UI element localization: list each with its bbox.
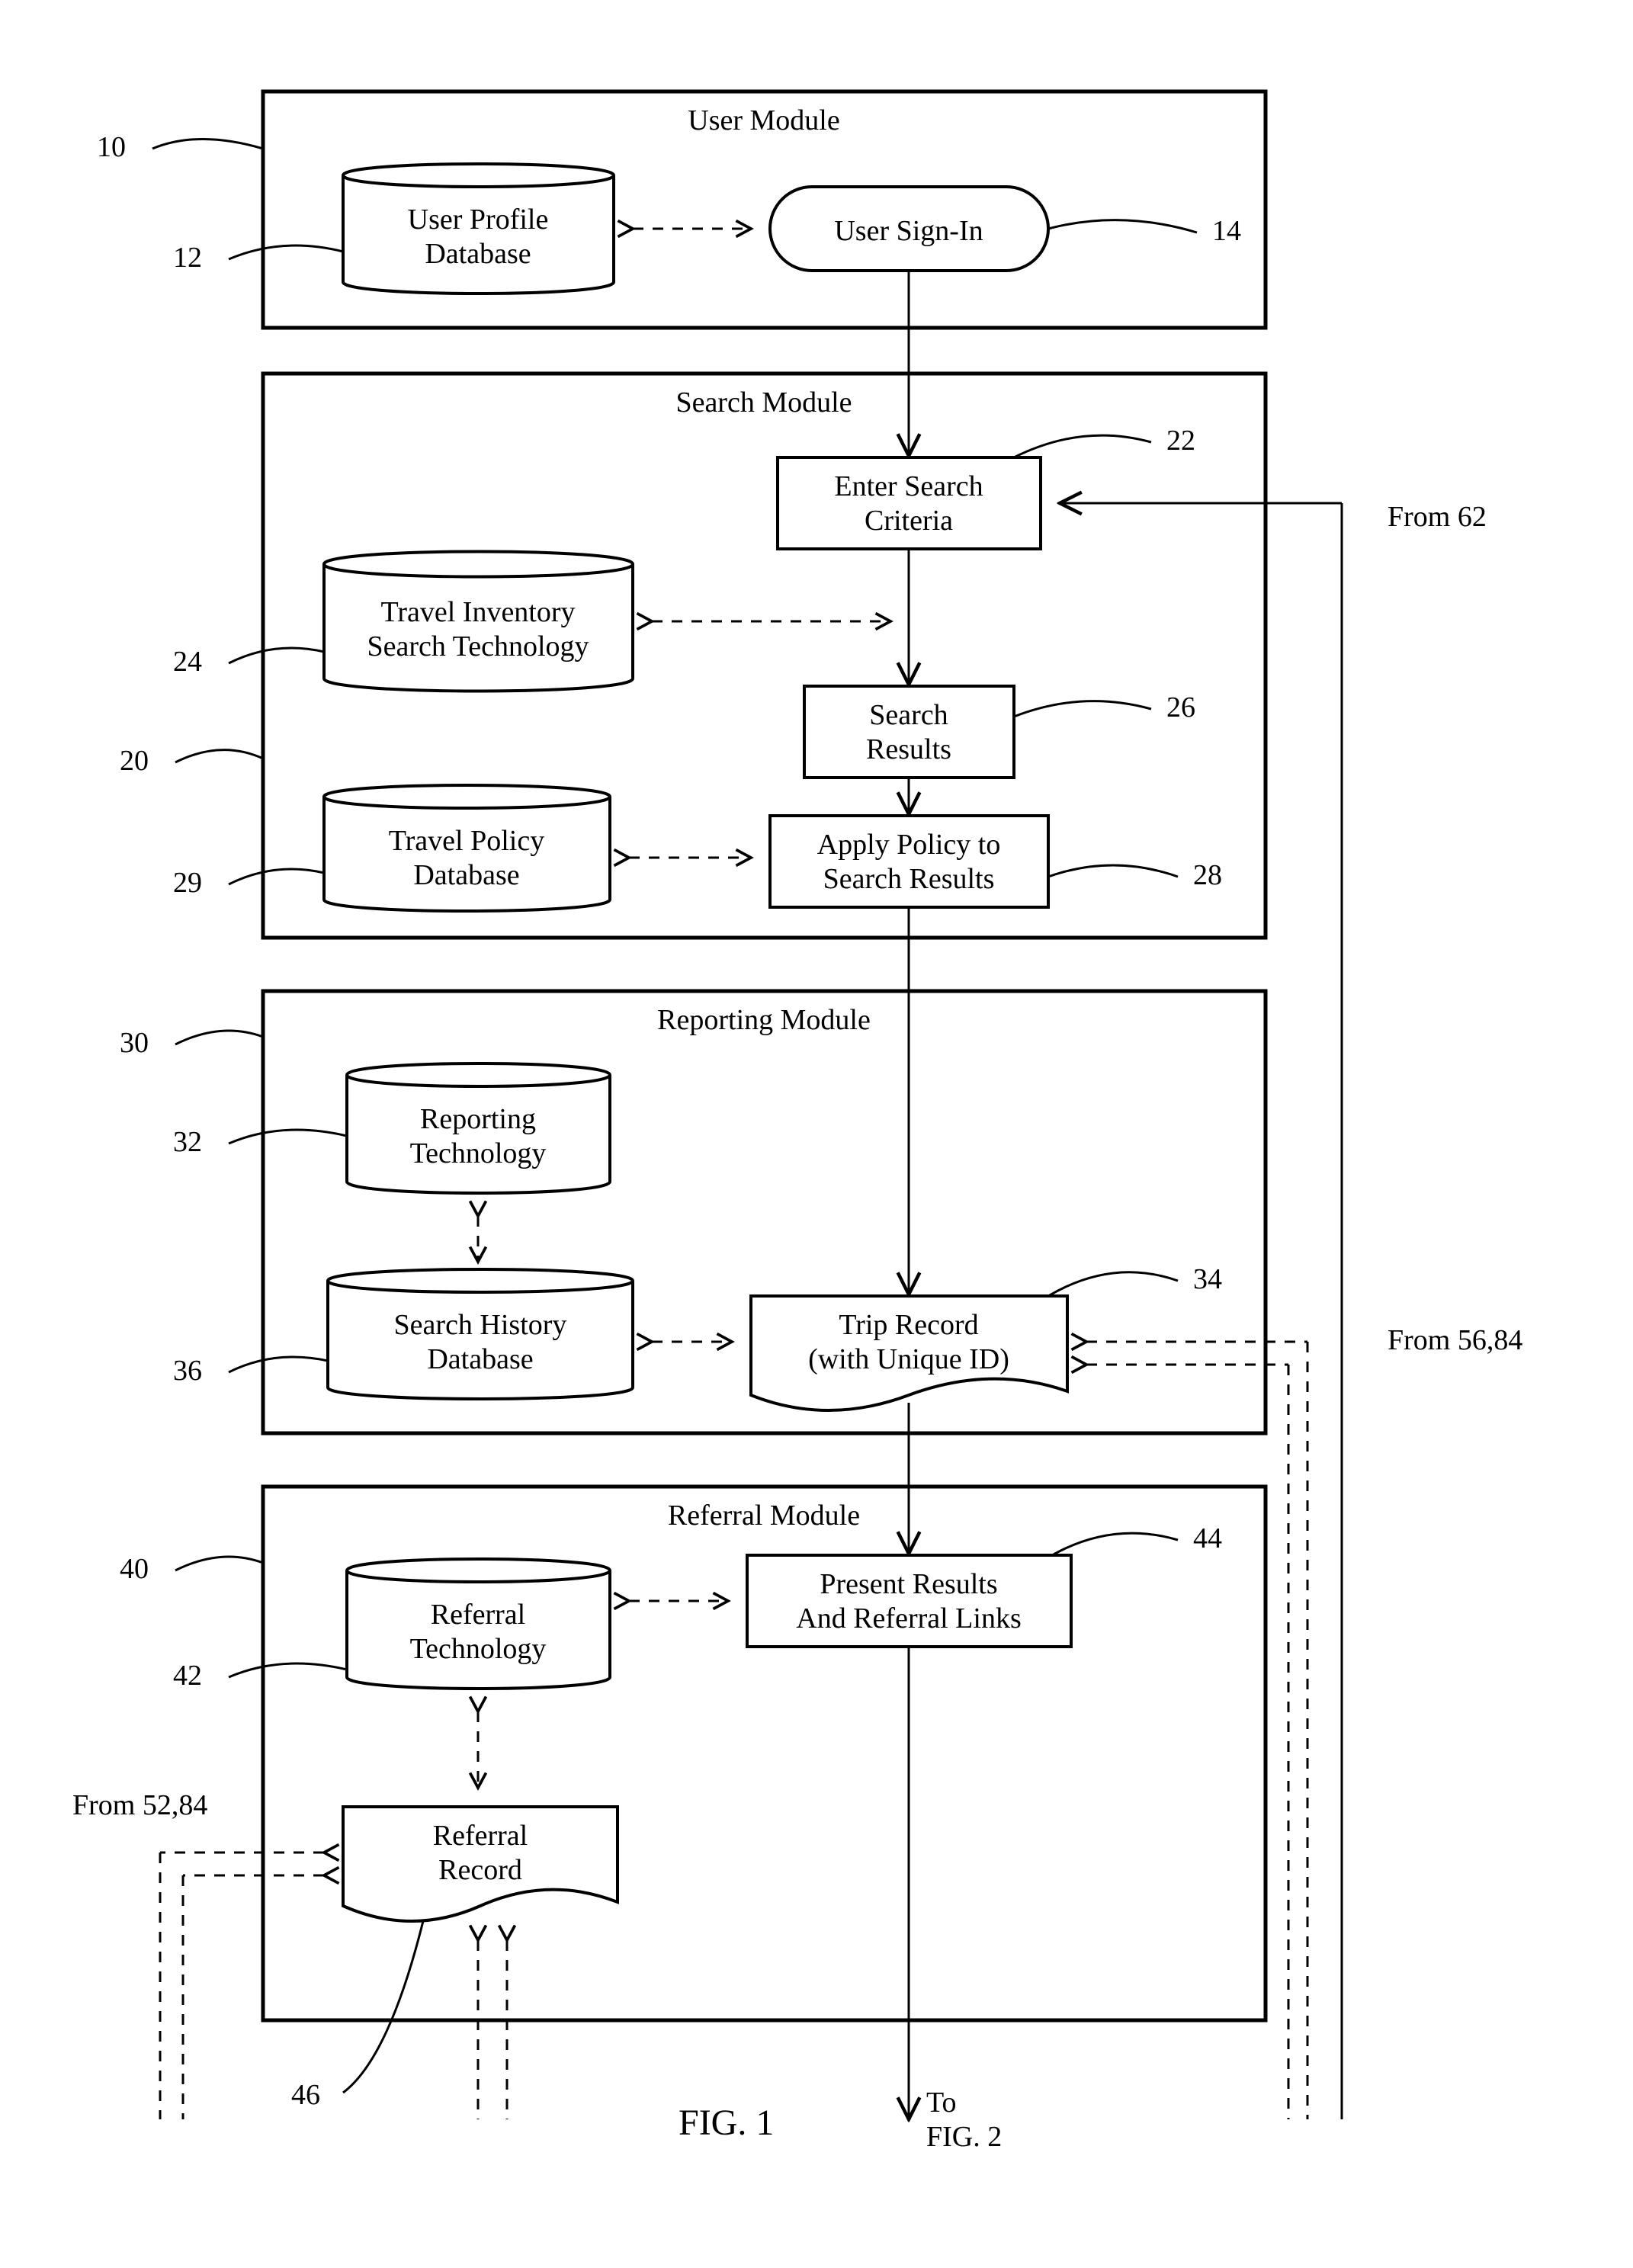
svg-text:And Referral Links: And Referral Links [796, 1602, 1021, 1634]
svg-text:Travel Inventory: Travel Inventory [380, 596, 575, 628]
lead-12: 12 [173, 242, 343, 274]
user-profile-db: User Profile Database [343, 164, 614, 294]
svg-text:40: 40 [120, 1553, 149, 1585]
svg-text:29: 29 [173, 867, 202, 899]
lead-34: 34 [1048, 1263, 1222, 1296]
referral-tech-db: Referral Technology [347, 1559, 610, 1689]
svg-text:Technology: Technology [410, 1137, 547, 1169]
travel-inventory-db: Travel Inventory Search Technology [324, 552, 633, 691]
travel-policy-db: Travel Policy Database [324, 785, 610, 911]
referral-module-title: Referral Module [668, 1500, 860, 1532]
from-62-path: From 62 [1060, 501, 1487, 2119]
from-5684-path: From 56,84 [1086, 1324, 1522, 2119]
svg-text:36: 36 [173, 1355, 202, 1387]
svg-text:Search: Search [869, 699, 948, 731]
svg-text:Technology: Technology [410, 1633, 547, 1665]
lead-26: 26 [1014, 691, 1195, 723]
svg-text:Travel Policy: Travel Policy [389, 825, 544, 857]
figure-title: FIG. 1 [679, 2103, 774, 2143]
svg-text:Criteria: Criteria [865, 505, 953, 537]
trip-record: Trip Record (with Unique ID) [751, 1296, 1067, 1410]
referral-record: Referral Record [343, 1807, 618, 1921]
lead-29: 29 [173, 867, 324, 899]
search-history-db: Search History Database [328, 1269, 633, 1399]
lead-46: 46 [291, 1921, 423, 2111]
svg-text:26: 26 [1166, 691, 1195, 723]
svg-text:34: 34 [1193, 1263, 1222, 1295]
from-5284-path: From 52,84 [72, 1789, 324, 2119]
user-module-title: User Module [688, 104, 839, 136]
lead-44: 44 [1052, 1522, 1222, 1555]
reporting-module: Reporting Module 30 Reporting Technology… [120, 991, 1266, 1433]
svg-text:42: 42 [173, 1660, 202, 1692]
svg-text:Search Technology: Search Technology [367, 630, 589, 662]
lead-10: 10 [97, 131, 263, 163]
lead-28: 28 [1048, 859, 1222, 891]
svg-text:Apply Policy to: Apply Policy to [817, 829, 1001, 861]
svg-text:46: 46 [291, 2079, 320, 2111]
svg-text:Database: Database [427, 1343, 533, 1375]
svg-text:Database: Database [413, 859, 519, 891]
search-module: Search Module Enter Search Criteria 22 T… [120, 374, 1266, 938]
reporting-module-title: Reporting Module [657, 1004, 871, 1036]
lead-30: 30 [120, 1027, 263, 1059]
search-results: Search Results [804, 686, 1014, 778]
svg-text:Search History: Search History [394, 1309, 567, 1341]
lead-24: 24 [173, 646, 324, 678]
user-module: User Module User Profile Database User S… [97, 91, 1266, 328]
user-signin: User Sign-In [770, 187, 1048, 271]
search-module-title: Search Module [675, 387, 852, 419]
apply-policy: Apply Policy to Search Results [770, 816, 1048, 907]
svg-text:User Profile: User Profile [408, 204, 549, 236]
svg-text:12: 12 [173, 242, 202, 274]
svg-text:Reporting: Reporting [420, 1103, 536, 1135]
referral-module: Referral Module 40 Referral Technology 4… [120, 1487, 1266, 2119]
svg-text:22: 22 [1166, 425, 1195, 457]
svg-text:From 52,84: From 52,84 [72, 1789, 207, 1821]
svg-text:Search Results: Search Results [823, 863, 995, 895]
lead-22: 22 [1014, 425, 1195, 457]
svg-text:Results: Results [866, 733, 951, 765]
diagram-canvas: User Module User Profile Database User S… [0, 0, 1633, 2268]
to-label-2: FIG. 2 [926, 2121, 1002, 2153]
svg-text:Referral: Referral [433, 1820, 528, 1852]
svg-text:Trip Record: Trip Record [839, 1309, 978, 1341]
lead-14: 14 [1048, 215, 1241, 247]
svg-text:30: 30 [120, 1027, 149, 1059]
svg-text:(with Unique ID): (with Unique ID) [808, 1343, 1009, 1375]
svg-text:32: 32 [173, 1126, 202, 1158]
svg-text:User Sign-In: User Sign-In [834, 215, 983, 247]
to-label-1: To [926, 2087, 957, 2119]
svg-text:From 62: From 62 [1388, 501, 1487, 533]
lead-20: 20 [120, 745, 263, 777]
svg-text:20: 20 [120, 745, 149, 777]
lead-40: 40 [120, 1553, 263, 1585]
present-results: Present Results And Referral Links [747, 1555, 1071, 1647]
svg-text:Database: Database [425, 238, 531, 270]
enter-search-criteria: Enter Search Criteria [778, 457, 1041, 549]
svg-text:10: 10 [97, 131, 126, 163]
svg-text:28: 28 [1193, 859, 1222, 891]
svg-text:14: 14 [1212, 215, 1241, 247]
lead-32: 32 [173, 1126, 347, 1158]
svg-text:Referral: Referral [431, 1599, 525, 1631]
svg-text:Record: Record [438, 1854, 522, 1886]
svg-text:From 56,84: From 56,84 [1388, 1324, 1522, 1356]
lead-36: 36 [173, 1355, 328, 1387]
svg-text:Present Results: Present Results [820, 1568, 997, 1600]
lead-42: 42 [173, 1660, 347, 1692]
svg-text:Enter Search: Enter Search [834, 470, 983, 502]
svg-text:24: 24 [173, 646, 202, 678]
svg-text:44: 44 [1193, 1522, 1222, 1554]
reporting-tech-db: Reporting Technology [347, 1063, 610, 1193]
